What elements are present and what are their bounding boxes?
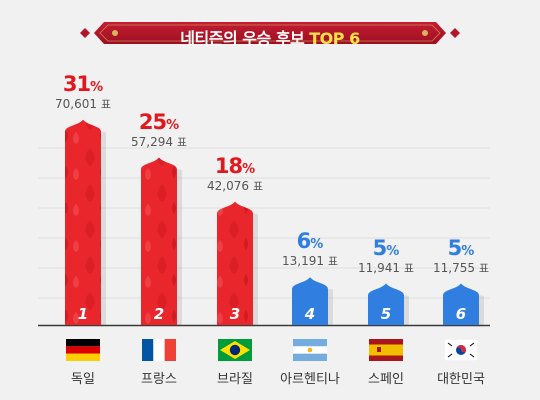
bar-5 <box>368 283 404 325</box>
votes-label: 42,076 표 <box>185 179 285 194</box>
country-label: 대한민국 <box>437 372 485 387</box>
votes-unit: 표 <box>100 97 111 111</box>
votes-unit: 표 <box>478 261 489 275</box>
percent-value: 31 <box>62 71 91 96</box>
votes-label: 11,941 표 <box>336 261 436 276</box>
france-flag-icon <box>142 339 176 361</box>
percent-label: 18% <box>190 155 280 181</box>
country-label: 아르헨티나 <box>280 372 340 387</box>
bar-4 <box>292 277 328 325</box>
votes-value: 13,191 <box>282 254 328 269</box>
country-label: 독일 <box>71 372 95 387</box>
chart-title-highlight: TOP 6 <box>309 29 360 48</box>
votes-unit: 표 <box>327 255 338 269</box>
percent-value: 5 <box>372 235 388 260</box>
percent-unit: % <box>461 243 475 259</box>
percent-unit: % <box>386 243 400 259</box>
percent-label: 5% <box>416 237 506 263</box>
percent-unit: % <box>90 79 104 95</box>
percent-value: 6 <box>296 229 312 254</box>
votes-unit: 표 <box>176 135 187 149</box>
votes-label: 11,755 표 <box>411 261 511 276</box>
banner-ornament <box>80 22 460 44</box>
percent-label: 5% <box>341 237 431 263</box>
votes-value: 57,294 <box>131 134 177 149</box>
rank-label: 2 <box>154 305 164 323</box>
right-dot-icon <box>422 30 428 36</box>
right-diamond-icon <box>450 28 460 38</box>
percent-label: 6% <box>265 230 355 256</box>
title-banner: 네티즌의 우승 후보 TOP 6 <box>0 0 540 64</box>
rank-label: 1 <box>78 305 88 323</box>
percent-label: 25% <box>114 111 204 137</box>
percent-unit: % <box>166 117 180 133</box>
bar-3 <box>217 201 253 325</box>
votes-value: 11,755 <box>433 260 479 275</box>
votes-value: 11,941 <box>358 260 404 275</box>
votes-label: 70,601 표 <box>33 97 133 112</box>
left-diamond-icon <box>80 28 90 38</box>
percent-value: 25 <box>138 109 167 134</box>
rank-label: 6 <box>456 305 466 323</box>
percent-unit: % <box>242 161 256 177</box>
chart-title: 네티즌의 우승 후보 TOP 6 <box>0 25 540 49</box>
rank-label: 5 <box>381 305 391 323</box>
votes-label: 57,294 표 <box>109 135 209 150</box>
country-label: 프랑스 <box>141 372 177 387</box>
bar-6 <box>443 283 479 325</box>
south-korea-flag-icon <box>444 339 478 361</box>
percent-label: 31% <box>38 73 128 99</box>
brazil-flag-icon <box>218 339 252 361</box>
country-label: 브라질 <box>217 372 253 387</box>
bar-1 <box>65 119 101 325</box>
rank-label: 3 <box>230 305 240 323</box>
argentina-flag-icon <box>293 339 327 361</box>
percent-value: 18 <box>214 153 243 178</box>
votes-value: 42,076 <box>207 178 253 193</box>
left-dot-icon <box>112 30 118 36</box>
rank-label: 4 <box>304 305 315 323</box>
country-label: 스페인 <box>368 372 404 387</box>
germany-flag-icon <box>66 339 100 361</box>
votes-value: 70,601 <box>55 96 101 111</box>
votes-unit: 표 <box>403 261 414 275</box>
votes-label: 13,191 표 <box>260 254 360 269</box>
votes-unit: 표 <box>252 179 263 193</box>
spain-flag-icon <box>369 339 403 361</box>
bar-2 <box>141 157 177 325</box>
chart-title-main: 네티즌의 우승 후보 <box>180 29 305 48</box>
percent-value: 5 <box>447 235 463 260</box>
percent-unit: % <box>310 237 324 253</box>
